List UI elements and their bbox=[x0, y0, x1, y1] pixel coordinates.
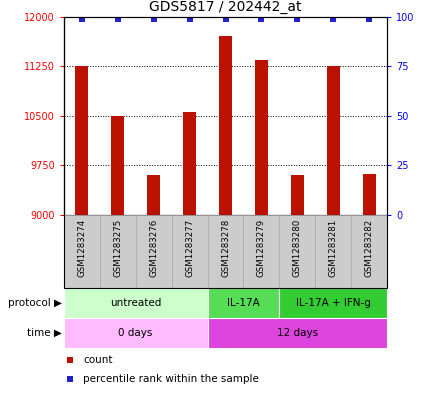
Text: GSM1283277: GSM1283277 bbox=[185, 219, 194, 277]
Bar bbox=[243, 215, 279, 288]
Bar bbox=[111, 116, 124, 215]
Text: GSM1283282: GSM1283282 bbox=[365, 219, 374, 277]
Bar bbox=[279, 215, 315, 288]
Text: 0 days: 0 days bbox=[118, 328, 153, 338]
Text: GSM1283274: GSM1283274 bbox=[77, 219, 86, 277]
Bar bbox=[64, 318, 208, 348]
Text: GSM1283276: GSM1283276 bbox=[149, 219, 158, 277]
Bar bbox=[291, 175, 304, 215]
Bar bbox=[255, 59, 268, 215]
Title: GDS5817 / 202442_at: GDS5817 / 202442_at bbox=[149, 0, 302, 14]
Bar bbox=[172, 215, 208, 288]
Text: 12 days: 12 days bbox=[277, 328, 318, 338]
Bar bbox=[208, 215, 243, 288]
Text: time ▶: time ▶ bbox=[27, 328, 62, 338]
Bar bbox=[64, 288, 208, 318]
Bar bbox=[147, 175, 160, 215]
Bar bbox=[279, 288, 387, 318]
Bar bbox=[208, 318, 387, 348]
Text: GSM1283279: GSM1283279 bbox=[257, 219, 266, 277]
Bar bbox=[363, 174, 375, 215]
Bar bbox=[183, 112, 196, 215]
Text: IL-17A: IL-17A bbox=[227, 298, 260, 308]
Text: GSM1283278: GSM1283278 bbox=[221, 219, 230, 277]
Bar bbox=[315, 215, 351, 288]
Text: protocol ▶: protocol ▶ bbox=[7, 298, 62, 308]
Bar bbox=[64, 215, 100, 288]
Text: IL-17A + IFN-g: IL-17A + IFN-g bbox=[296, 298, 371, 308]
Bar bbox=[351, 215, 387, 288]
Bar bbox=[76, 66, 88, 215]
Bar bbox=[136, 215, 172, 288]
Bar bbox=[208, 288, 279, 318]
Text: GSM1283280: GSM1283280 bbox=[293, 219, 302, 277]
Text: untreated: untreated bbox=[110, 298, 161, 308]
Bar bbox=[100, 215, 136, 288]
Text: GSM1283275: GSM1283275 bbox=[113, 219, 122, 277]
Text: count: count bbox=[83, 354, 113, 365]
Bar bbox=[327, 66, 340, 215]
Text: percentile rank within the sample: percentile rank within the sample bbox=[83, 374, 259, 384]
Text: GSM1283281: GSM1283281 bbox=[329, 219, 338, 277]
Bar bbox=[219, 37, 232, 215]
